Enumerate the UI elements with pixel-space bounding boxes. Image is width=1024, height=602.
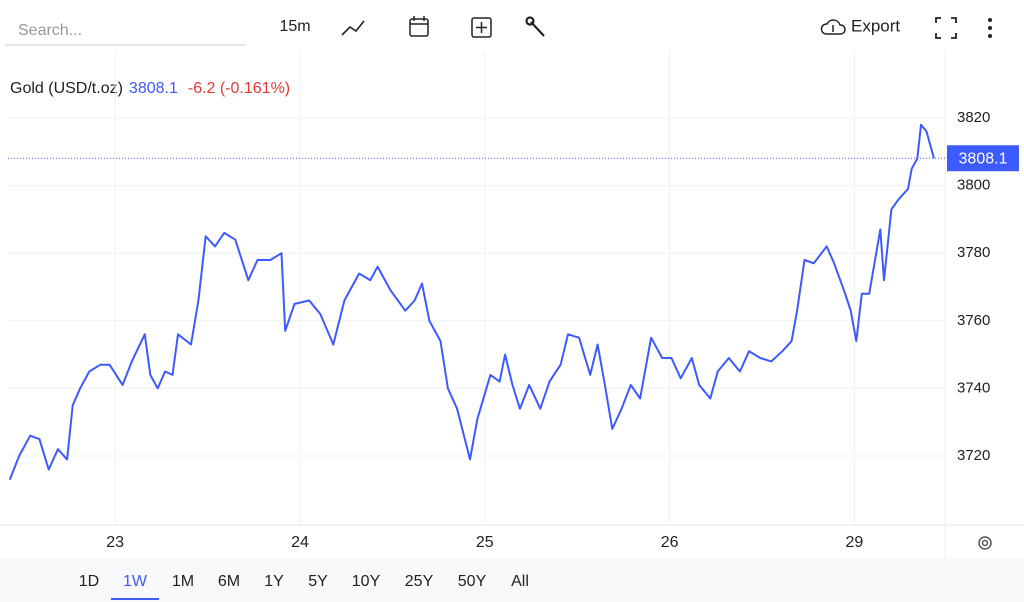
legend-last-value: 3808.1 — [129, 80, 178, 97]
indicator-icon[interactable] — [471, 17, 492, 38]
menu-icon[interactable] — [988, 18, 992, 38]
x-tick-label: 23 — [106, 534, 124, 551]
x-tick-label: 24 — [291, 534, 309, 551]
range-tab[interactable]: 25Y — [405, 573, 434, 590]
chart-settings-icon[interactable] — [978, 536, 992, 550]
chart-type-icon[interactable] — [341, 20, 365, 36]
search-input[interactable]: Search... — [18, 22, 82, 39]
export-button[interactable]: Export — [820, 16, 900, 35]
range-bar — [0, 558, 1024, 602]
settings-wrench-icon[interactable] — [525, 16, 545, 37]
calendar-icon[interactable] — [409, 16, 429, 37]
range-tab[interactable]: All — [511, 573, 529, 590]
x-tick-label: 25 — [476, 534, 494, 551]
y-tick-label: 3780 — [957, 244, 990, 261]
x-tick-label: 26 — [661, 534, 679, 551]
x-tick-label: 29 — [846, 534, 864, 551]
y-tick-label: 3820 — [957, 109, 990, 126]
last-price-badge — [947, 145, 1019, 172]
range-tab[interactable]: 1W — [123, 573, 148, 590]
y-tick-label: 3800 — [957, 177, 990, 194]
fullscreen-icon[interactable] — [935, 17, 957, 39]
interval-button[interactable]: 15m — [279, 18, 310, 35]
last-price-label: 3808.1 — [959, 150, 1008, 167]
legend-change: -6.2 (-0.161%) — [188, 80, 290, 97]
legend-name: Gold (USD/t.oz) — [10, 80, 123, 97]
range-tab[interactable]: 1Y — [264, 573, 284, 590]
export-label[interactable]: Export — [851, 16, 900, 35]
range-tab[interactable]: 1M — [172, 573, 194, 590]
legend: Gold (USD/t.oz) 3808.1 -6.2 (-0.161%) — [10, 80, 290, 97]
price-line — [8, 123, 935, 481]
y-tick-label: 3740 — [957, 379, 990, 396]
range-tab[interactable]: 10Y — [352, 573, 381, 590]
range-tab[interactable]: 6M — [218, 573, 240, 590]
range-tab[interactable]: 1D — [79, 573, 99, 590]
y-tick-label: 3720 — [957, 447, 990, 464]
range-tab[interactable]: 5Y — [308, 573, 328, 590]
y-tick-label: 3760 — [957, 312, 990, 329]
range-tab[interactable]: 50Y — [458, 573, 487, 590]
